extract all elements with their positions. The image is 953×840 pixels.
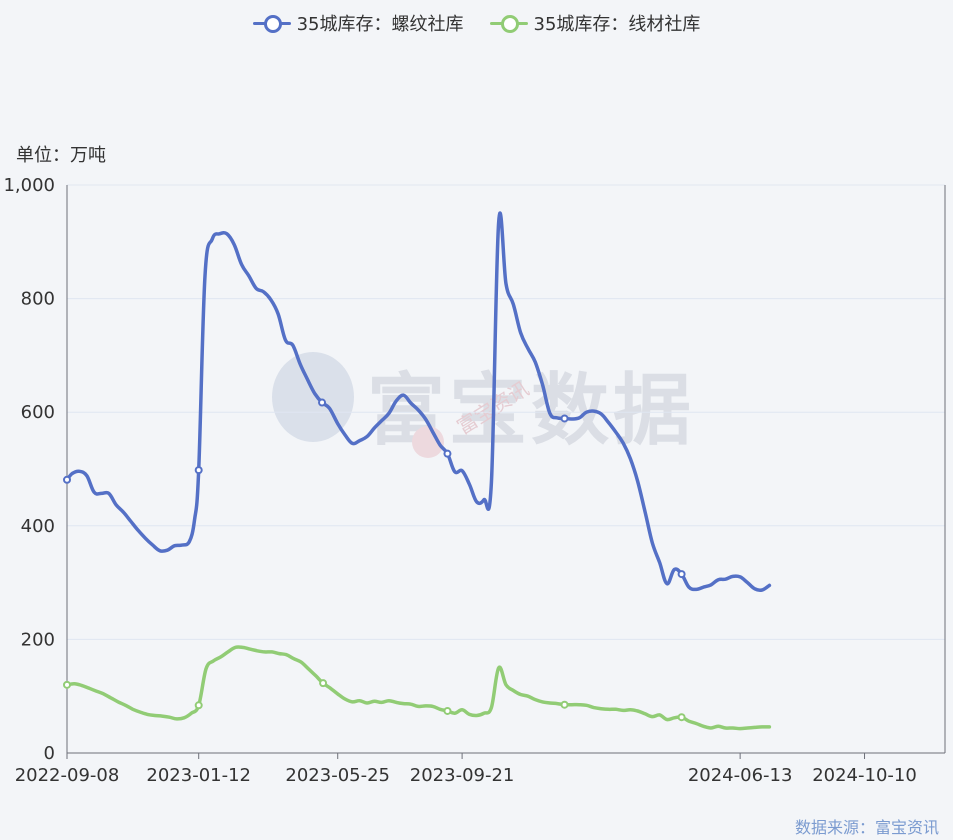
data-point-wire <box>677 713 686 722</box>
data-point-rebar <box>318 398 327 407</box>
data-point-wire <box>443 706 452 715</box>
series-line-wire <box>65 645 772 731</box>
data-point-wire <box>194 701 203 710</box>
y-tick-label: 200 <box>21 629 55 650</box>
legend-label-wire: 35城库存：线材社库 <box>533 14 701 35</box>
legend-item-wire[interactable]: 35城库存：线材社库 <box>489 10 701 36</box>
legend-item-rebar[interactable]: 35城库存：螺纹社库 <box>252 10 464 36</box>
legend-swatch-wire-icon <box>489 13 528 33</box>
data-point-wire <box>63 680 71 689</box>
data-point-wire <box>319 679 328 688</box>
data-point-wire <box>560 700 569 709</box>
x-tick-label: 2023-09-21 <box>410 765 515 786</box>
x-tick-label: 2024-06-13 <box>688 765 793 786</box>
x-tick-label: 2024-10-10 <box>812 765 917 786</box>
y-tick-label: 800 <box>21 289 55 310</box>
data-point-rebar <box>63 475 71 484</box>
y-tick-label: 600 <box>21 402 55 423</box>
y-tick-label: 1,000 <box>3 175 55 196</box>
x-tick-label: 2023-05-25 <box>285 765 390 786</box>
data-point-rebar <box>443 449 452 458</box>
x-tick-label: 2023-01-12 <box>146 765 251 786</box>
data-point-rebar <box>677 570 686 579</box>
data-point-rebar <box>194 466 203 475</box>
legend-swatch-rebar-icon <box>252 13 291 33</box>
source-label: 数据来源：富宝资讯 <box>794 818 939 837</box>
legend: 35城库存：螺纹社库 35城库存：线材社库 <box>0 10 953 36</box>
series-line-rebar <box>65 211 772 593</box>
legend-label-rebar: 35城库存：螺纹社库 <box>296 14 464 35</box>
y-axis-unit-label: 单位：万吨 <box>16 145 106 166</box>
y-tick-label: 0 <box>44 743 55 764</box>
data-point-rebar <box>560 414 569 423</box>
x-tick-label: 2022-09-08 <box>15 765 120 786</box>
y-tick-label: 400 <box>21 516 55 537</box>
